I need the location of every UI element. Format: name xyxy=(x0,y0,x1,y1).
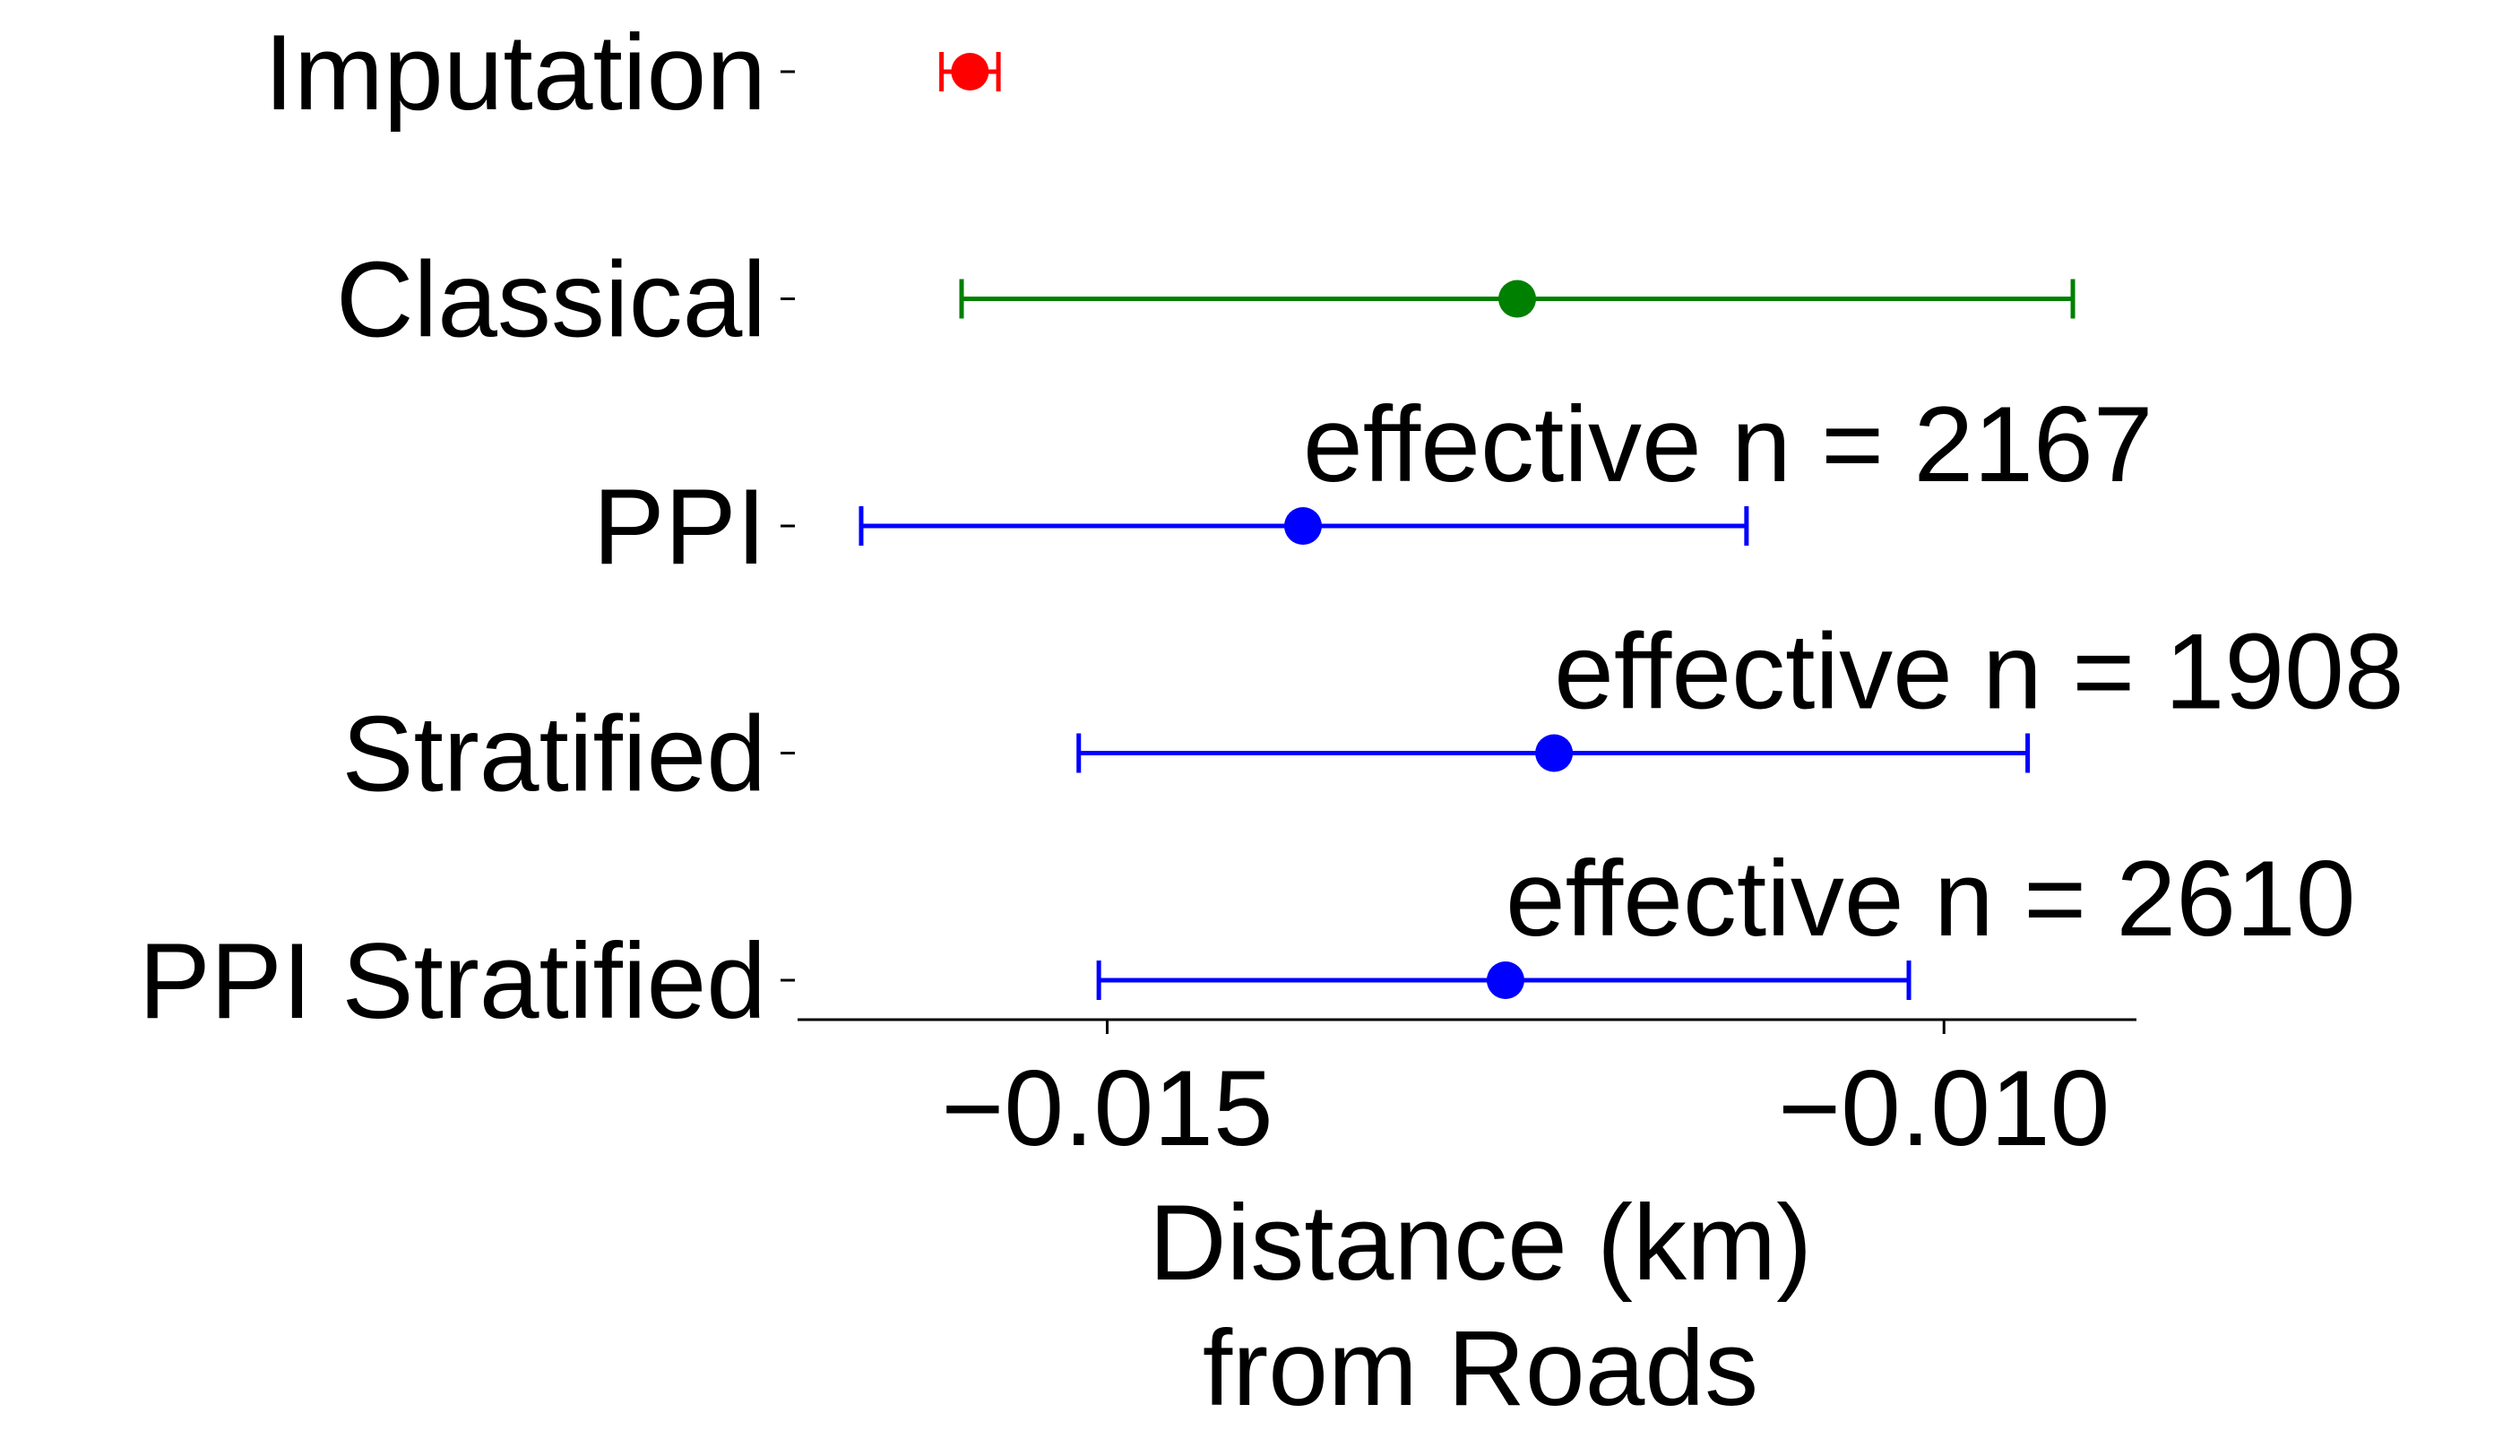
x-tick-label: −0.015 xyxy=(941,1048,1273,1168)
estimate-point-ppi xyxy=(1283,507,1322,545)
estimate-point-stratified xyxy=(1535,734,1574,772)
x-tick-label: −0.010 xyxy=(1778,1048,2110,1168)
y-axis-labels: Imputation Classical PPI Stratified PPI Stra… xyxy=(139,13,766,1041)
category-label-ppi-stratified: PPI Stratified xyxy=(139,921,766,1041)
x-axis-ticks xyxy=(1105,1020,1946,1034)
x-axis-tick-labels: −0.015 −0.010 xyxy=(941,1048,2110,1168)
estimate-point-imputation xyxy=(951,53,989,90)
x-axis-title: Distance (km)from Roads xyxy=(1149,1183,1812,1428)
annotations: effective n = 2167 effective n = 1908 effe… xyxy=(1303,384,2404,959)
category-label-imputation: Imputation xyxy=(264,13,766,133)
estimate-point-ppi-stratified xyxy=(1486,961,1524,999)
x-axis-title-line-1: Distance (km) xyxy=(1149,1183,1812,1303)
estimate-points xyxy=(951,53,1574,999)
x-axis-title-line-2: from Roads xyxy=(1203,1308,1758,1428)
annotation-ppi: effective n = 2167 xyxy=(1303,384,2153,504)
annotation-ppi-stratified: effective n = 2610 xyxy=(1506,839,2356,959)
estimate-point-classical xyxy=(1498,280,1537,318)
category-label-classical: Classical xyxy=(336,240,766,360)
y-axis-ticks xyxy=(781,70,795,982)
plot-area: Imputation Classical PPI Stratified PPI Stra… xyxy=(139,13,2404,1428)
annotation-stratified: effective n = 1908 xyxy=(1554,612,2404,732)
category-label-stratified: Stratified xyxy=(341,694,766,814)
category-label-ppi: PPI xyxy=(593,467,766,587)
